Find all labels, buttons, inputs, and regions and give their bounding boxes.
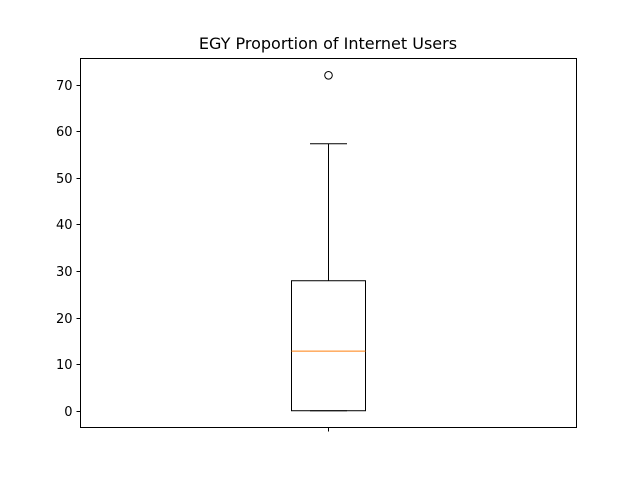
y-tick-label: 20 — [56, 312, 73, 327]
y-tick-label: 40 — [56, 218, 73, 233]
y-tick-label: 60 — [56, 125, 73, 140]
chart-title: EGY Proportion of Internet Users — [199, 34, 457, 53]
y-tick-label: 0 — [64, 405, 72, 420]
iqr-box — [291, 280, 366, 412]
y-tick-label: 10 — [56, 358, 73, 373]
y-tick-label: 70 — [56, 79, 73, 94]
y-tick-label: 50 — [56, 172, 73, 187]
boxplot-marks — [291, 70, 366, 412]
y-tick-label: 30 — [56, 265, 73, 280]
outlier-point — [324, 70, 333, 80]
y-axis: 0 10 20 30 40 50 60 70 — [56, 79, 81, 420]
